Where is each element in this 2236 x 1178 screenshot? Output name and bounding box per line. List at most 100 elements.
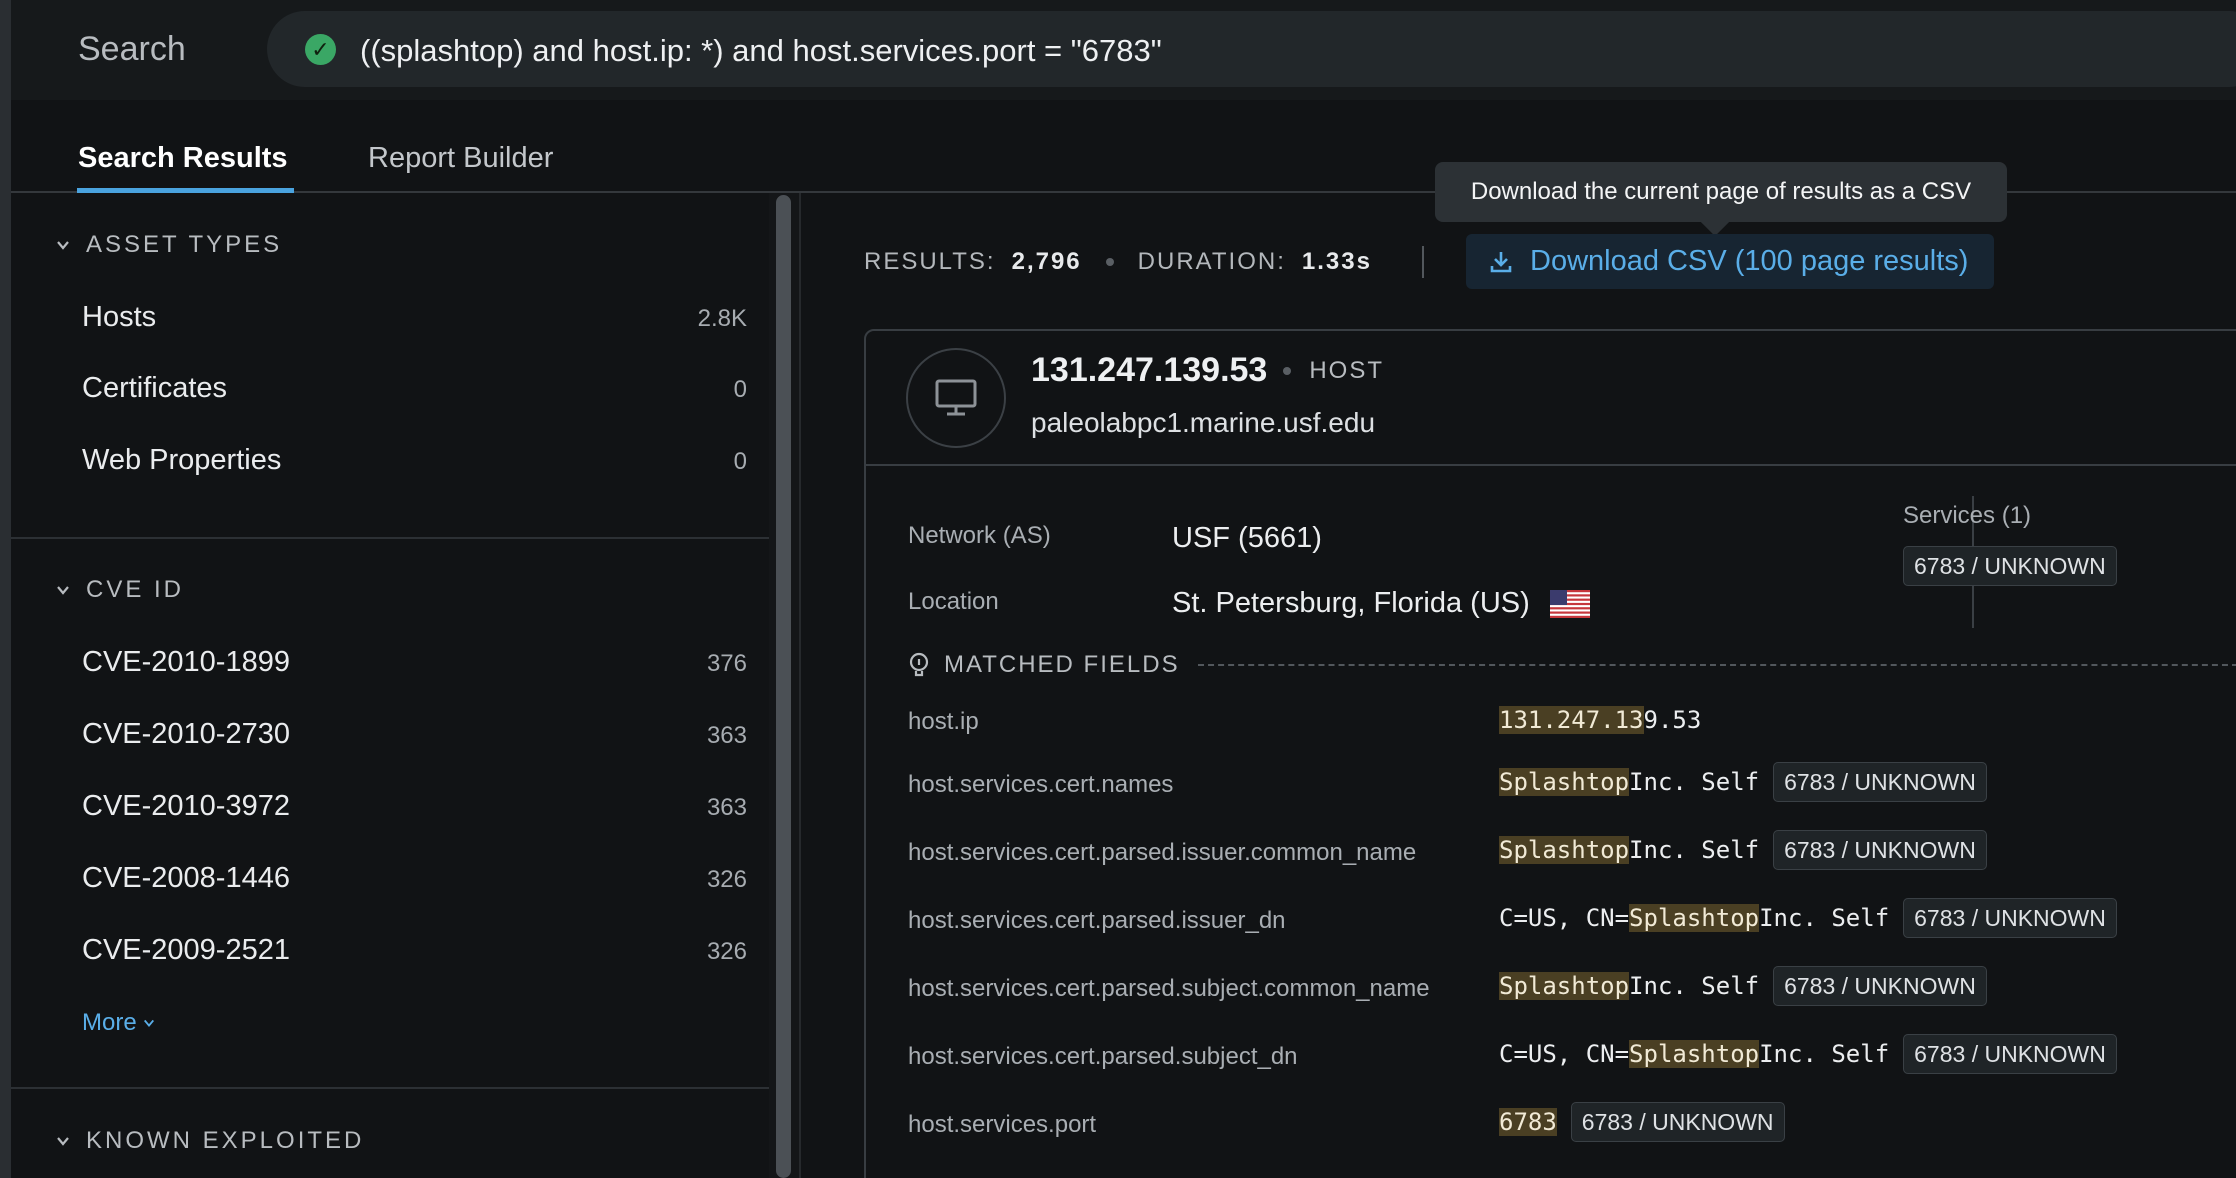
search-bar: Search ✓ ((splashtop) and host.ip: *) an…	[11, 0, 2236, 100]
matched-field-value: Splashtop Inc. Self 6783 / UNKNOWN	[1499, 762, 1987, 802]
more-link[interactable]: More	[82, 1009, 155, 1037]
results-label: RESULTS:	[864, 248, 996, 275]
service-tag[interactable]: 6783 / UNKNOWN	[1903, 546, 2117, 586]
facet-item-label: CVE-2009-2521	[82, 934, 290, 966]
value-text: Inc. Self	[1629, 768, 1760, 796]
location-text: St. Petersburg, Florida (US)	[1172, 587, 1530, 619]
match-highlight: Splashtop	[1499, 972, 1630, 1000]
service-tag[interactable]: 6783 / UNKNOWN	[1773, 966, 1987, 1006]
download-icon	[1490, 251, 1512, 272]
facet-item-cve[interactable]: CVE-2010-2730 363	[82, 718, 747, 751]
search-input[interactable]: ✓ ((splashtop) and host.ip: *) and host.…	[267, 11, 2236, 87]
matched-field-value: Splashtop Inc. Self 6783 / UNKNOWN	[1499, 966, 1987, 1006]
facet-item-label: Certificates	[82, 372, 228, 404]
host-avatar	[906, 348, 1006, 448]
service-tag[interactable]: 6783 / UNKNOWN	[1903, 898, 2117, 938]
facet-item-cve[interactable]: CVE-2010-3972 363	[82, 790, 747, 823]
host-ip: 131.247.139.53	[1031, 351, 1268, 389]
facet-item-count: 363	[706, 794, 747, 821]
tab-bar: Search Results Report Builder	[11, 100, 2236, 193]
value-text: C=US, CN=	[1499, 1040, 1630, 1068]
facet-header-label: KNOWN EXPLOITED	[86, 1127, 365, 1154]
tab-report-builder[interactable]: Report Builder	[368, 142, 554, 174]
facet-item-hosts[interactable]: Hosts 2.8K	[82, 301, 747, 334]
chevron-down-icon	[57, 1137, 69, 1146]
matched-field-value: C=US, CN= Splashtop Inc. Self 6783 / UNKN…	[1499, 898, 2117, 938]
facet-item-label: CVE-2010-2730	[82, 718, 290, 750]
download-csv-label: Download CSV (100 page results)	[1530, 245, 1969, 277]
value-text: Inc. Self	[1759, 904, 1890, 932]
matched-field-value: 131.247.13 9.53	[1499, 706, 1701, 734]
service-tag[interactable]: 6783 / UNKNOWN	[1773, 830, 1987, 870]
search-query[interactable]: ((splashtop) and host.ip: *) and host.se…	[360, 33, 1162, 68]
match-highlight: Splashtop	[1499, 836, 1630, 864]
match-highlight: Splashtop	[1499, 768, 1630, 796]
facet-item-cve[interactable]: CVE-2010-1899 376	[82, 646, 747, 679]
monitor-icon	[935, 379, 977, 416]
facet-sidebar: ASSET TYPES Hosts 2.8K Certificates 0 We…	[11, 193, 769, 1178]
download-csv-button[interactable]: Download CSV (100 page results)	[1466, 234, 1994, 289]
services-label: Services (1)	[1903, 502, 2032, 529]
tab-search-results[interactable]: Search Results	[78, 142, 288, 174]
facet-item-count: 326	[706, 866, 747, 893]
value-text: C=US, CN=	[1499, 904, 1630, 932]
facet-header-known-exploited[interactable]: KNOWN EXPLOITED	[56, 1127, 364, 1155]
value-text: Inc. Self	[1759, 1040, 1890, 1068]
facet-item-label: CVE-2010-3972	[82, 790, 290, 822]
facet-item-label: Hosts	[82, 301, 157, 333]
value-text: Inc. Self	[1629, 836, 1760, 864]
facet-item-label: Web Properties	[82, 444, 282, 476]
separator-dot	[1283, 366, 1292, 375]
stats-divider	[1421, 246, 1424, 278]
matched-field-value: 6783 6783 / UNKNOWN	[1499, 1102, 1785, 1142]
service-tag[interactable]: 6783 / UNKNOWN	[1903, 1034, 2117, 1074]
facet-header-asset-types[interactable]: ASSET TYPES	[56, 231, 282, 259]
matched-field-value: C=US, CN= Splashtop Inc. Self 6783 / UNKN…	[1499, 1034, 2117, 1074]
facet-item-certificates[interactable]: Certificates 0	[82, 372, 747, 405]
matched-fields-label: MATCHED FIELDS	[944, 651, 1180, 678]
facet-divider	[11, 537, 769, 539]
matched-field-key: host.services.cert.names	[908, 771, 1174, 798]
network-value[interactable]: USF (5661)	[1172, 522, 1322, 554]
matched-field-key: host.services.cert.parsed.subject_dn	[908, 1043, 1298, 1070]
facet-item-web-properties[interactable]: Web Properties 0	[82, 444, 747, 477]
csv-tooltip: Download the current page of results as …	[1435, 162, 2007, 222]
facet-item-count: 0	[733, 376, 747, 403]
chevron-down-icon	[57, 241, 69, 250]
location-label: Location	[908, 588, 999, 615]
matched-field-key: host.services.cert.parsed.issuer.common_…	[908, 839, 1417, 866]
service-tag[interactable]: 6783 / UNKNOWN	[1570, 1102, 1785, 1142]
duration-label: DURATION:	[1137, 248, 1286, 275]
matched-field-value: Splashtop Inc. Self 6783 / UNKNOWN	[1499, 830, 1987, 870]
facet-item-count: 363	[706, 722, 747, 749]
check-circle-icon: ✓	[305, 34, 336, 65]
facet-item-count: 0	[733, 448, 747, 475]
facet-item-label: CVE-2008-1446	[82, 862, 290, 894]
service-tag[interactable]: 6783 / UNKNOWN	[1773, 762, 1987, 802]
window-edge	[0, 0, 11, 1178]
match-highlight: 131.247.13	[1499, 706, 1644, 734]
us-flag-icon	[1549, 589, 1590, 618]
location-value: St. Petersburg, Florida (US)	[1172, 587, 1590, 620]
facet-item-cve[interactable]: CVE-2009-2521 326	[82, 934, 747, 967]
host-name: paleolabpc1.marine.usf.edu	[1031, 407, 1376, 438]
facet-divider	[11, 1087, 769, 1089]
facet-header-cve-id[interactable]: CVE ID	[56, 576, 184, 604]
matched-field-key: host.services.cert.parsed.subject.common…	[908, 975, 1430, 1002]
network-label: Network (AS)	[908, 522, 1051, 549]
sidebar-scrollbar[interactable]	[776, 195, 791, 1178]
matched-field-key: host.ip	[908, 708, 979, 735]
duration-value: 1.33s	[1301, 248, 1372, 275]
facet-header-label: CVE ID	[86, 576, 185, 603]
more-link-label: More	[82, 1009, 137, 1036]
match-highlight: 6783	[1499, 1108, 1557, 1136]
active-tab-indicator	[77, 188, 294, 193]
facet-item-label: CVE-2010-1899	[82, 646, 290, 678]
results-value: 2,796	[1011, 248, 1082, 275]
matched-field-key: host.services.port	[908, 1111, 1097, 1138]
facet-item-cve[interactable]: CVE-2008-1446 326	[82, 862, 747, 895]
facet-header-label: ASSET TYPES	[86, 231, 283, 258]
chevron-down-icon	[57, 586, 69, 595]
host-ip-link[interactable]: 131.247.139.53 HOST	[1031, 351, 1384, 390]
matched-field-key: host.services.cert.parsed.issuer_dn	[908, 907, 1286, 934]
